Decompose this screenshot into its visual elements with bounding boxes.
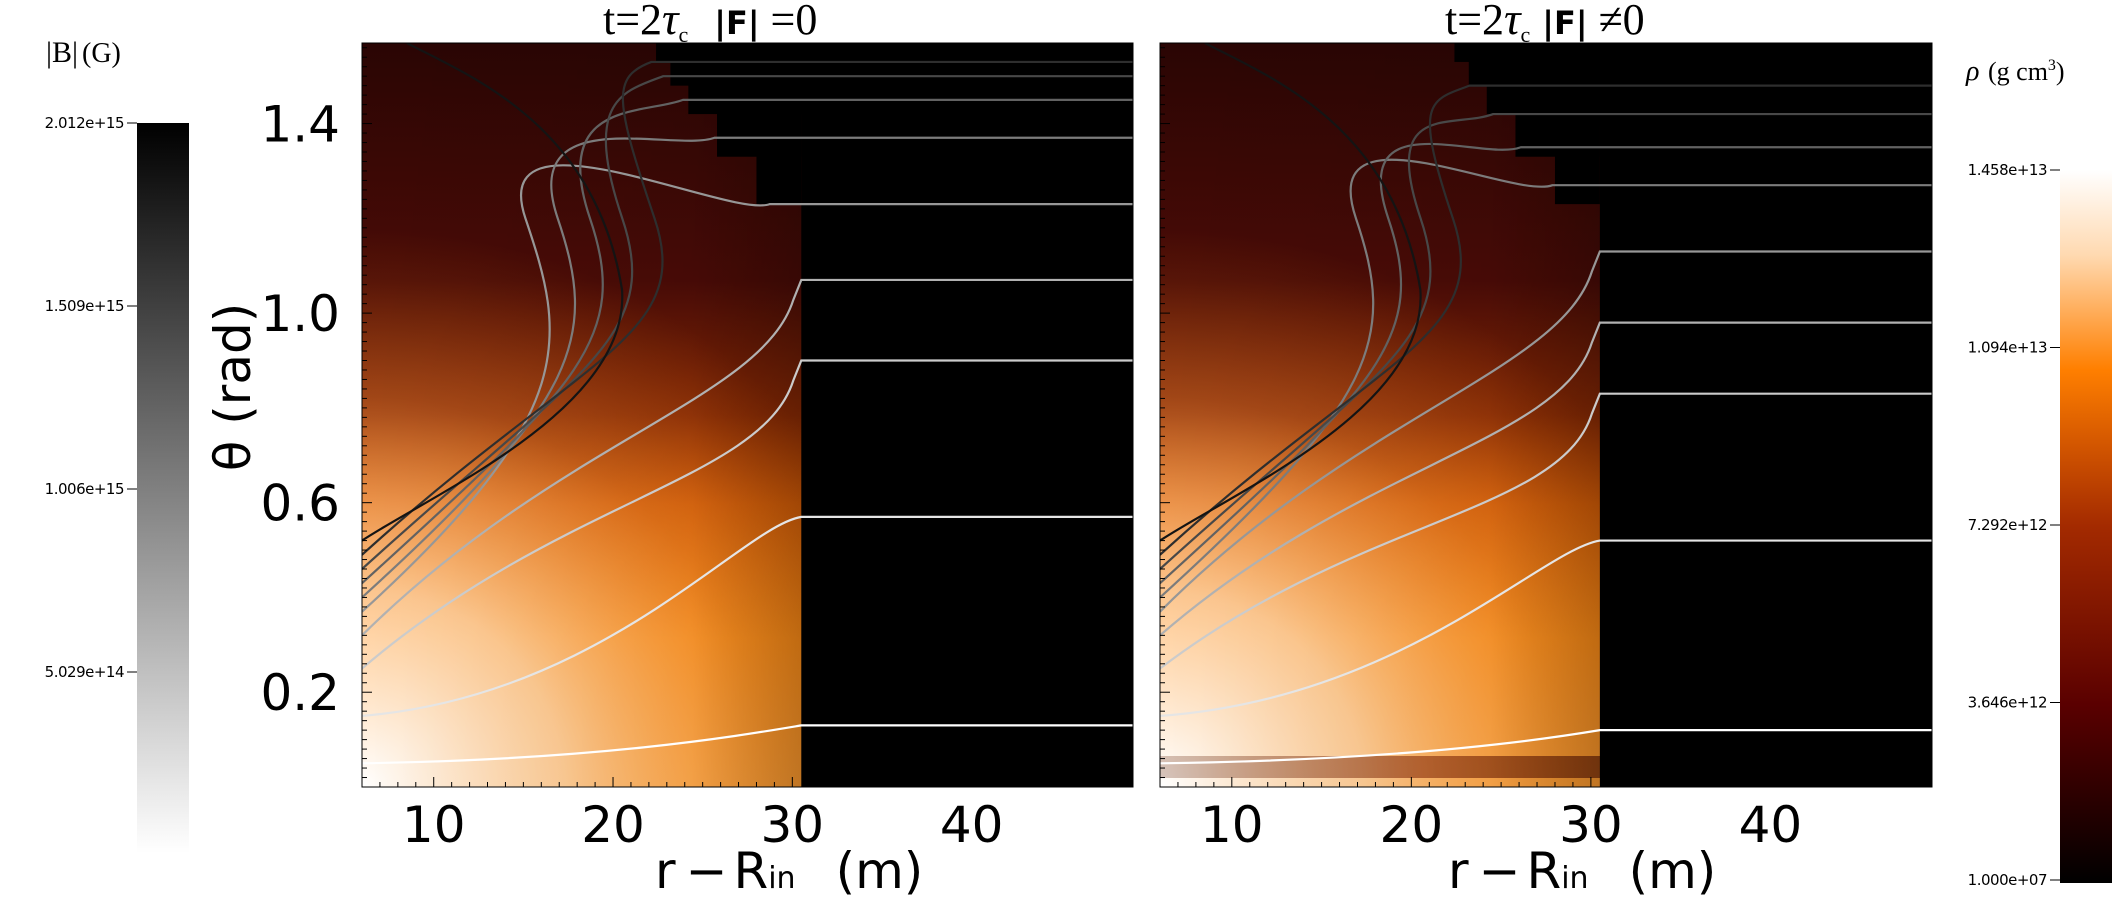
panel-2-field-line — [1160, 392, 1932, 670]
panel-2-depleted-block — [1599, 43, 1932, 787]
cb-rho-tick-label: 7.292e+12 — [1968, 516, 2047, 534]
panel-1-frame — [361, 42, 1134, 788]
panel-2-x-tick-label: 30 — [1559, 796, 1623, 854]
panel-2-frame — [1159, 42, 1933, 788]
panel-2-field-line — [1160, 43, 1422, 542]
panel-1-title: t=2τc |F| =0 — [603, 0, 817, 47]
cb-rho-tick-label: 1.458e+13 — [1968, 161, 2047, 179]
panel-2-depleted-step — [1454, 43, 1600, 62]
colorbar-B: |B| (G) 2.012e+15 1.509e+15 1.006e+15 5.029… — [45, 36, 189, 853]
panel-1-y-tick-label: 1.4 — [260, 96, 340, 154]
cb-B-tick-label: 2.012e+15 — [45, 114, 124, 132]
panel-1-y-tick-label: 0.6 — [260, 475, 340, 533]
panel-2-field-line — [1160, 250, 1932, 613]
panel-1-field-line — [362, 60, 1133, 556]
colorbar-rho: ρ (g cm3) 1.458e+13 1.094e+13 7.292e+12 3.6… — [1965, 56, 2112, 889]
cb-B-tick-label: 5.029e+14 — [45, 663, 124, 681]
panel-1-field-line — [362, 724, 1133, 765]
panel-1: t=2τc |F| =0 10 20 30 40 0.2 0.6 1.0 1.4 θ (rad)… — [204, 0, 1134, 900]
panel-1-x-tick-label: 30 — [761, 796, 825, 854]
panel-2-xlabel: r − Rin (m) — [1448, 842, 1716, 900]
colorbar-B-gradient — [137, 123, 189, 853]
colorbar-B-label-symbol: |B| — [46, 36, 78, 69]
panel-2-field-line — [1160, 321, 1932, 637]
panel-1-field-line — [362, 75, 1133, 570]
panel-2-field-line — [1160, 539, 1932, 718]
panel-2-field-line — [1160, 84, 1932, 556]
panel-1-field-line — [362, 98, 1133, 585]
panel-1-y-tick-label: 1.0 — [260, 285, 340, 343]
cb-B-tick-label: 1.509e+15 — [45, 297, 124, 315]
panel-1-field-lines — [362, 43, 1133, 765]
panel-2-equatorial-band — [1160, 756, 1600, 778]
panel-2-depleted-region — [1454, 43, 1932, 787]
panel-2-x-tick-label: 20 — [1380, 796, 1444, 854]
panel-2-field-line — [1160, 112, 1932, 570]
panel-1-y-tick-label: 0.2 — [260, 664, 340, 722]
panel-1-field-line — [362, 515, 1133, 718]
panel-2-field-lines — [1160, 43, 1932, 765]
panel-2-field-line — [1160, 729, 1932, 765]
panel-1-x-tick-label: 20 — [581, 796, 645, 854]
panel-2-axes: 10 20 30 40 — [1159, 47, 1933, 854]
cb-rho-tick-label: 3.646e+12 — [1968, 694, 2047, 712]
panel-1-field-line — [362, 164, 1133, 613]
panel-2-x-tick-label: 10 — [1200, 796, 1264, 854]
panel-1-x-tick-label: 40 — [940, 796, 1004, 854]
panel-1-xlabel: r − Rin (m) — [655, 842, 923, 900]
panel-1-axes: 10 20 30 40 0.2 0.6 1.0 1.4 — [260, 47, 1134, 854]
colorbar-rho-label-unit: (g cm3) — [1988, 57, 2065, 86]
cb-rho-tick-label: 1.000e+07 — [1968, 871, 2047, 889]
panel-2-x-tick-label: 40 — [1739, 796, 1803, 854]
cb-B-tick-label: 1.006e+15 — [45, 480, 124, 498]
panel-1-ylabel: θ (rad) — [204, 303, 262, 471]
panel-2-title: t=2τc |F| ≠0 — [1445, 0, 1645, 47]
panel-2-field-line — [1160, 142, 1932, 585]
panel-1-field-line — [362, 278, 1133, 637]
panel-1-field-line — [362, 359, 1133, 670]
panel-1-field-line — [362, 43, 624, 542]
panel-2-field-line — [1160, 158, 1932, 599]
colorbar-rho-label-symbol: ρ — [1965, 56, 1979, 87]
panel-1-x-tick-label: 10 — [402, 796, 466, 854]
colorbar-B-label-unit: (G) — [82, 38, 121, 69]
colorbar-rho-gradient — [2060, 170, 2112, 883]
panel-2: t=2τc |F| ≠0 10 20 30 40 r − Rin (m) — [1159, 0, 1933, 900]
cb-rho-tick-label: 1.094e+13 — [1968, 339, 2047, 357]
panel-1-depleted-block — [801, 43, 1133, 787]
panel-1-depleted-step — [656, 43, 802, 62]
